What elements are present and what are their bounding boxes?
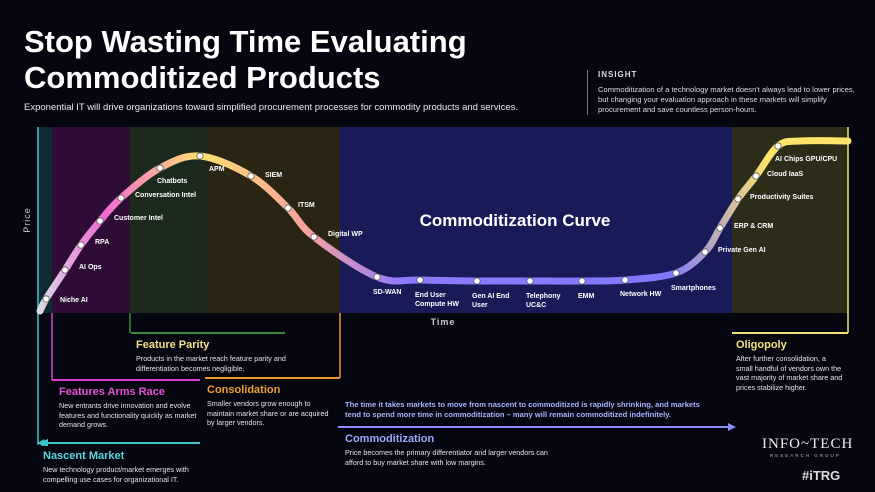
point-label: Cloud IaaS	[767, 171, 804, 178]
curve-point	[526, 277, 534, 285]
point-label: Conversation Intel	[135, 192, 197, 199]
point-label: RPA	[95, 239, 110, 246]
curve-point	[774, 142, 782, 150]
band-oligopoly	[732, 127, 848, 313]
insight-text: Commoditization of a technology market d…	[598, 85, 855, 114]
phase-text: Price becomes the primary differentiator…	[345, 448, 548, 467]
point-label: End User Compute HW	[415, 292, 459, 308]
curve-point	[734, 195, 742, 203]
point-label: Private Gen AI	[718, 247, 766, 254]
subtitle: Exponential IT will drive organizations …	[24, 102, 519, 113]
point-label: SIEM	[265, 172, 283, 179]
phase-box: Features Arms Race New entrants drive inn…	[54, 382, 206, 434]
logo-tagline: RESEARCH GROUP	[770, 453, 841, 458]
point-label: Productivity Suites	[750, 194, 814, 201]
y-axis-label: Price	[22, 207, 32, 233]
point-label: Telephony UC&C	[526, 293, 561, 309]
logo-tag: #iTRG	[802, 468, 841, 483]
phase-title: Commoditization	[345, 433, 435, 445]
curve-point	[117, 194, 125, 202]
curve-point	[96, 217, 104, 225]
curve-point	[672, 269, 680, 277]
phase-text: New entrants drive innovation and evolve…	[59, 401, 197, 429]
band-consolidation	[207, 127, 340, 313]
phase-title: Feature Parity	[136, 339, 210, 351]
point-label: ERP & CRM	[734, 223, 774, 230]
point-label: Chatbots	[157, 178, 188, 185]
phase-text: Products in the market reach feature par…	[136, 354, 286, 373]
band-arms-race	[52, 127, 130, 313]
title: Stop Wasting Time Evaluating Commoditize…	[24, 24, 467, 95]
point-label: Gen AI End User	[472, 293, 510, 309]
point-label: AI Ops	[79, 264, 102, 271]
curve-point	[247, 172, 255, 180]
phase-title: Nascent Market	[43, 450, 125, 462]
curve-point	[310, 233, 318, 241]
curve-point	[61, 266, 69, 274]
phase-box: Consolidation Smaller vendors grow enough…	[202, 380, 338, 432]
curve-point	[716, 224, 724, 232]
point-label: Customer Intel	[114, 215, 164, 222]
note: The time it takes markets to move from n…	[345, 400, 700, 419]
insight-label: INSIGHT	[598, 70, 638, 79]
point-label: EMM	[578, 293, 595, 300]
curve-point	[42, 295, 50, 303]
point-label: APM	[209, 166, 225, 173]
point-label: ITSM	[298, 202, 315, 209]
point-label: Digital WP	[328, 231, 363, 238]
logo-name: Info~Tech	[762, 436, 854, 452]
point-label: Smartphones	[671, 285, 716, 292]
phase-box: Commoditization Price becomes the primary…	[340, 429, 560, 471]
phase-text: New technology product/market emerges wi…	[43, 465, 189, 484]
curve-point	[196, 152, 204, 160]
phase-text: After further consolidation, a small han…	[736, 354, 843, 392]
curve-point	[578, 277, 586, 285]
x-axis-label: Time	[431, 317, 456, 327]
curve-point	[621, 276, 629, 284]
insight: INSIGHT Commoditization of a technology …	[587, 70, 858, 115]
phase-text: Smaller vendors grow enough to maintain …	[207, 399, 329, 427]
point-label: AI Chips GPU/CPU	[775, 156, 838, 163]
phase-title: Oligopoly	[736, 339, 787, 351]
curve-point	[701, 248, 709, 256]
phase-box: Oligopoly After further consolidation, a …	[731, 335, 849, 396]
phase-title: Features Arms Race	[59, 386, 165, 398]
curve-point	[284, 204, 292, 212]
curve-point	[373, 273, 381, 281]
band-nascent	[38, 127, 52, 313]
curve-point	[77, 241, 85, 249]
nascent-arrow	[38, 439, 48, 447]
phase-box: Feature Parity Products in the market rea…	[131, 335, 291, 377]
point-label: SD-WAN	[373, 289, 402, 296]
curve-point	[416, 276, 424, 284]
curve-point	[752, 172, 760, 180]
phase-title: Consolidation	[207, 384, 281, 396]
phase-box: Nascent Market New technology product/mar…	[38, 446, 218, 488]
point-label: Niche AI	[60, 297, 88, 304]
curve-point	[473, 277, 481, 285]
point-label: Network HW	[620, 291, 662, 298]
curve-point	[156, 164, 164, 172]
curve-title: Commoditization Curve	[420, 211, 611, 230]
